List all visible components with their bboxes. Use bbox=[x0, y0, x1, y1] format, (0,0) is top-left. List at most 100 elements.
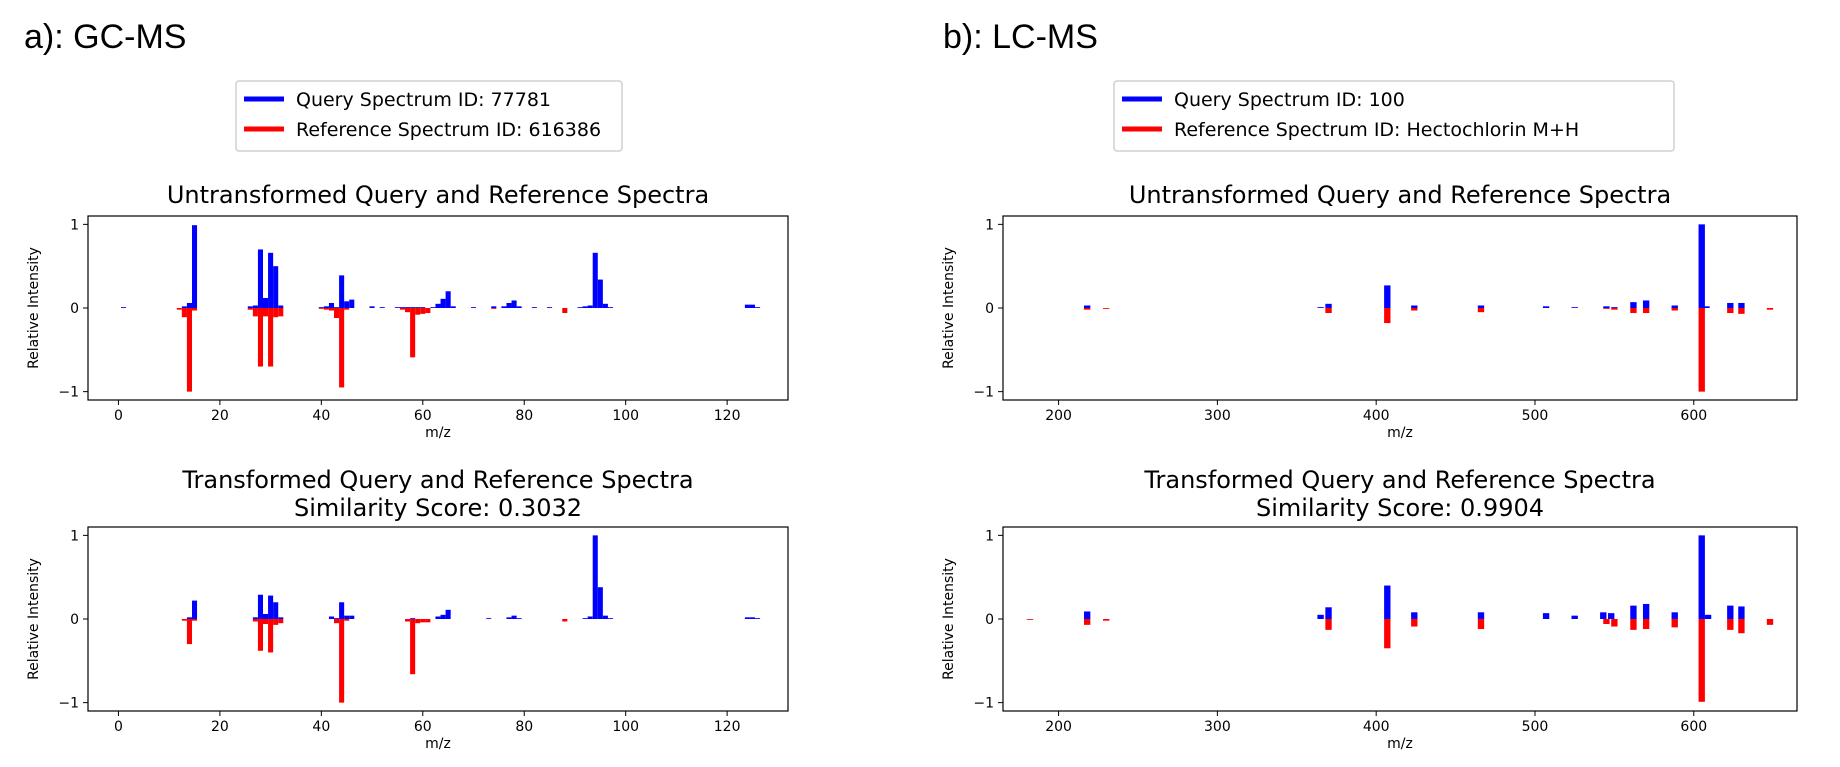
reference-bar bbox=[1603, 308, 1610, 309]
chart-a-untransformed: Untransformed Query and Reference Spectr… bbox=[26, 181, 789, 441]
query-bar bbox=[440, 614, 446, 619]
reference-bar bbox=[278, 308, 284, 317]
y-tick-label: 1 bbox=[985, 217, 994, 233]
reference-bar bbox=[273, 619, 279, 625]
x-axis-label: m/z bbox=[1387, 425, 1413, 441]
y-tick-label: 1 bbox=[70, 217, 79, 233]
reference-bar bbox=[263, 308, 269, 317]
query-bar bbox=[445, 291, 451, 308]
query-bar bbox=[339, 275, 345, 308]
reference-bar bbox=[1325, 619, 1332, 630]
x-tick-label: 100 bbox=[612, 408, 639, 424]
query-bar bbox=[273, 266, 279, 308]
query-bar bbox=[399, 307, 406, 308]
reference-bar bbox=[1642, 308, 1650, 314]
reference-bar bbox=[405, 619, 411, 622]
x-tick-label: 40 bbox=[312, 408, 330, 424]
query-bar bbox=[1411, 612, 1418, 619]
query-bar bbox=[344, 615, 350, 619]
query-bar bbox=[587, 616, 593, 619]
query-bar bbox=[1671, 305, 1678, 308]
query-bar bbox=[394, 307, 400, 308]
query-bar bbox=[1317, 307, 1324, 308]
reference-bar bbox=[191, 619, 198, 621]
x-tick-label: 100 bbox=[612, 719, 639, 735]
reference-bar bbox=[344, 619, 350, 621]
query-bar bbox=[1325, 303, 1332, 308]
chart-b-transformed: Transformed Query and Reference SpectraS… bbox=[941, 466, 1798, 752]
reference-bar bbox=[415, 308, 421, 315]
query-bar bbox=[470, 307, 477, 308]
reference-bar bbox=[1671, 308, 1678, 311]
query-bar bbox=[435, 616, 441, 619]
reference-bar bbox=[410, 308, 416, 358]
x-tick-label: 0 bbox=[114, 408, 123, 424]
reference-bar bbox=[425, 619, 431, 623]
query-bar bbox=[592, 252, 598, 308]
reference-bar bbox=[491, 308, 497, 309]
query-bar bbox=[506, 617, 512, 619]
query-bar bbox=[263, 613, 269, 619]
query-bar bbox=[257, 249, 263, 308]
query-bar bbox=[257, 594, 263, 619]
query-bar bbox=[268, 252, 274, 308]
reference-series bbox=[176, 308, 568, 392]
query-bar bbox=[592, 535, 598, 619]
x-tick-label: 400 bbox=[1363, 719, 1390, 735]
reference-bar bbox=[1738, 308, 1745, 314]
query-bar bbox=[349, 615, 355, 619]
query-series bbox=[186, 535, 761, 619]
query-bar bbox=[506, 302, 512, 308]
query-bar bbox=[278, 617, 284, 619]
query-bar bbox=[349, 299, 355, 308]
reference-bar bbox=[186, 308, 192, 392]
reference-bar bbox=[247, 308, 253, 310]
query-bar bbox=[1703, 306, 1710, 308]
reference-bar bbox=[1630, 308, 1637, 314]
query-bar bbox=[1571, 307, 1578, 308]
query-bar bbox=[318, 307, 324, 308]
reference-bar bbox=[181, 308, 187, 318]
x-tick-label: 600 bbox=[1680, 719, 1707, 735]
query-bar bbox=[268, 595, 274, 619]
query-bar bbox=[577, 307, 583, 308]
query-bar bbox=[587, 305, 593, 308]
query-bar bbox=[1608, 613, 1615, 619]
query-bar bbox=[1611, 307, 1618, 308]
query-bar bbox=[339, 602, 345, 619]
query-bar bbox=[1317, 614, 1324, 619]
query-bar bbox=[263, 297, 269, 308]
query-bar bbox=[323, 306, 329, 308]
legend-b-frame bbox=[1113, 80, 1675, 152]
query-bar bbox=[191, 225, 198, 308]
query-bar bbox=[602, 303, 608, 308]
query-bar bbox=[1630, 302, 1637, 308]
query-bar bbox=[1571, 615, 1578, 619]
query-bar bbox=[1477, 305, 1485, 308]
query-bar bbox=[1727, 302, 1734, 308]
y-tick-label: 0 bbox=[70, 612, 79, 628]
reference-bar bbox=[344, 308, 350, 310]
query-bar bbox=[410, 618, 416, 619]
legend-a-frame bbox=[235, 80, 623, 152]
query-bar bbox=[278, 305, 284, 308]
reference-series bbox=[181, 619, 568, 703]
x-tick-label: 120 bbox=[714, 719, 741, 735]
reference-series bbox=[1026, 619, 1774, 702]
query-bar bbox=[1727, 605, 1734, 619]
y-axis-label: Relative Intensity bbox=[941, 558, 957, 680]
reference-bar bbox=[399, 308, 406, 310]
y-axis-label: Relative Intensity bbox=[26, 247, 42, 369]
query-bar bbox=[501, 306, 507, 308]
query-bar bbox=[547, 307, 553, 308]
x-axis-label: m/z bbox=[425, 425, 451, 441]
query-bar bbox=[120, 307, 127, 308]
query-bar bbox=[516, 618, 522, 619]
query-bar bbox=[334, 307, 340, 308]
reference-bar bbox=[186, 619, 192, 645]
query-bar bbox=[1325, 607, 1332, 619]
y-tick-label: 0 bbox=[985, 612, 994, 628]
legend-b: Query Spectrum ID: 100 Reference Spectru… bbox=[1113, 80, 1675, 152]
reference-bar bbox=[252, 308, 258, 317]
reference-bar bbox=[257, 308, 263, 367]
